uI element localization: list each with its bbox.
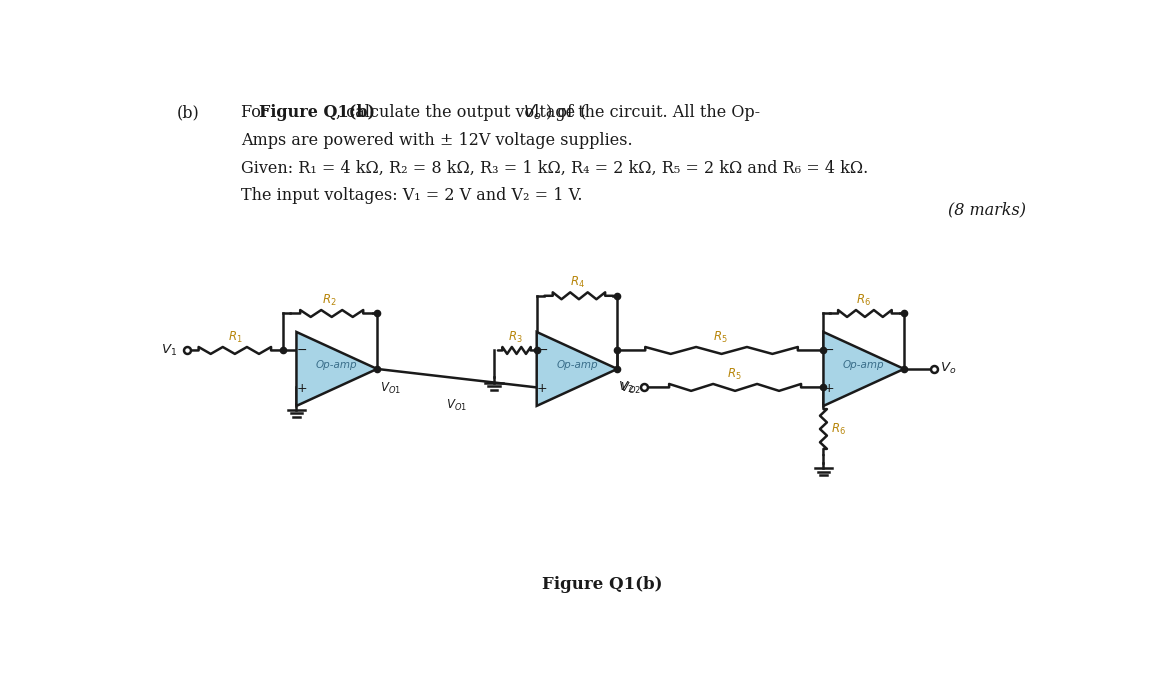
Text: $+$: $+$ (824, 381, 834, 395)
Text: $V_o$: $V_o$ (940, 362, 956, 377)
Text: $R_3$: $R_3$ (508, 330, 523, 345)
Text: $R_5$: $R_5$ (726, 367, 741, 382)
Text: $V_o$: $V_o$ (523, 104, 543, 122)
Polygon shape (537, 332, 617, 406)
Text: $V_1$: $V_1$ (161, 343, 177, 358)
Text: Op-amp: Op-amp (842, 360, 885, 370)
Text: Figure Q1(b): Figure Q1(b) (258, 104, 375, 121)
Text: $R_1$: $R_1$ (228, 330, 242, 345)
Text: $V_{O1}$: $V_{O1}$ (446, 398, 468, 413)
Text: $-$: $-$ (824, 343, 834, 356)
Text: $+$: $+$ (296, 381, 308, 395)
Text: For: For (241, 104, 274, 121)
Text: $-$: $-$ (296, 343, 308, 356)
Text: $V_{O1}$: $V_{O1}$ (381, 381, 401, 396)
Polygon shape (824, 332, 904, 406)
Text: Amps are powered with ± 12V voltage supplies.: Amps are powered with ± 12V voltage supp… (241, 131, 633, 148)
Text: Op-amp: Op-amp (556, 360, 598, 370)
Text: $+$: $+$ (537, 381, 548, 395)
Text: $V_{O2}$: $V_{O2}$ (620, 381, 642, 396)
Text: , calculate the output voltage (: , calculate the output voltage ( (336, 104, 586, 121)
Text: $R_6$: $R_6$ (857, 293, 871, 308)
Text: $R_6$: $R_6$ (831, 422, 846, 437)
Text: Given: R₁ = 4 kΩ, R₂ = 8 kΩ, R₃ = 1 kΩ, R₄ = 2 kΩ, R₅ = 2 kΩ and R₆ = 4 kΩ.: Given: R₁ = 4 kΩ, R₂ = 8 kΩ, R₃ = 1 kΩ, … (241, 159, 868, 176)
Text: Figure Q1(b): Figure Q1(b) (542, 576, 663, 593)
Text: $R_2$: $R_2$ (322, 293, 337, 308)
Text: $R_4$: $R_4$ (570, 275, 584, 290)
Polygon shape (296, 332, 377, 406)
Text: $R_5$: $R_5$ (713, 330, 727, 345)
Text: (8 marks): (8 marks) (948, 201, 1027, 218)
Text: $V_2$: $V_2$ (618, 380, 635, 395)
Text: The input voltages: V₁ = 2 V and V₂ = 1 V.: The input voltages: V₁ = 2 V and V₂ = 1 … (241, 187, 583, 204)
Text: ) of the circuit. All the Op-: ) of the circuit. All the Op- (546, 104, 760, 121)
Text: $-$: $-$ (537, 343, 548, 356)
Text: Op-amp: Op-amp (316, 360, 357, 370)
Text: (b): (b) (176, 104, 199, 121)
